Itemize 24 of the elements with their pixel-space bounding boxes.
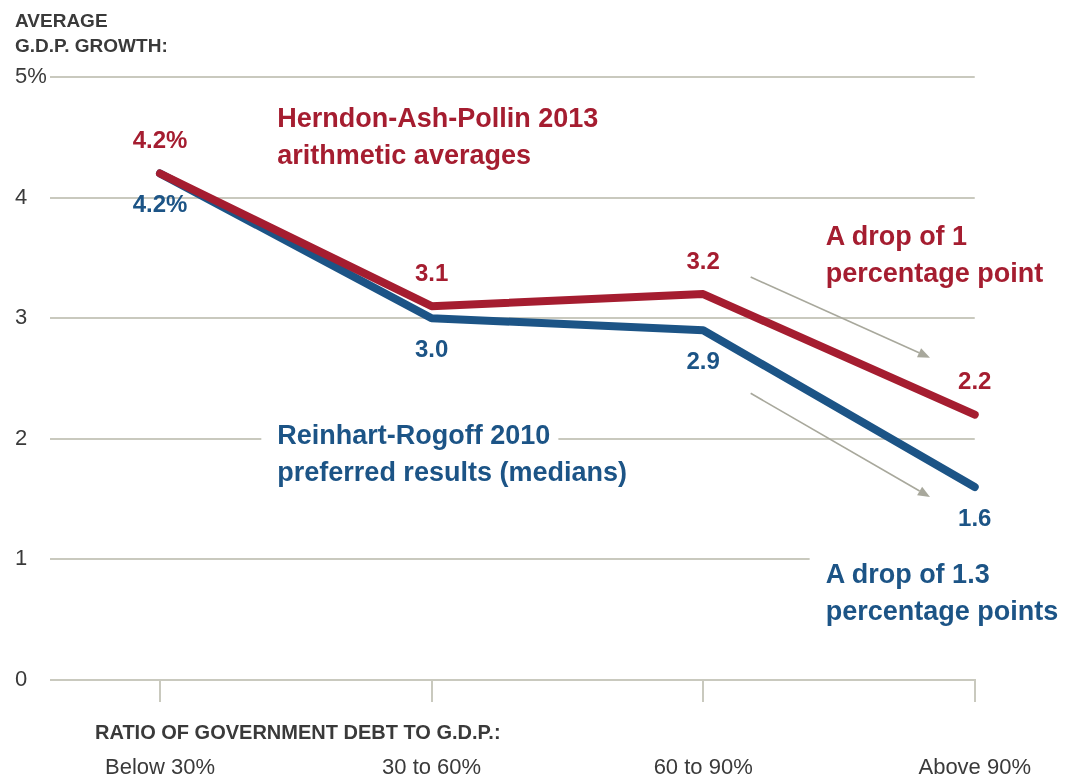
- data-label: 4.2%: [132, 126, 188, 154]
- data-label: 2.9: [686, 346, 720, 374]
- data-label: 3.0: [414, 334, 449, 362]
- y-tick-label: 2: [15, 424, 28, 450]
- data-label: 4.2%: [132, 190, 188, 218]
- y-tick-label: 1: [15, 545, 28, 571]
- text: Reinhart-Rogoff 2010 preferred results (medians): [277, 420, 627, 488]
- x-tick-label: 30 to 60%: [382, 754, 482, 780]
- annotation: A drop of 1.3 percentage points: [825, 558, 1059, 626]
- data-label: 3.1: [414, 258, 449, 286]
- y-tick-label: 5%: [15, 63, 47, 89]
- y-tick-label: 3: [15, 304, 28, 330]
- x-tick-label: Below 30%: [104, 754, 216, 780]
- x-axis-title: RATIO OF GOVERNMENT DEBT TO G.D.P.:: [95, 720, 501, 743]
- data-label: 2.2: [958, 367, 992, 395]
- x-tick-label: 60 to 90%: [653, 754, 753, 780]
- x-tick-label: Above 90%: [918, 754, 1031, 780]
- y-tick-label: 0: [15, 666, 28, 692]
- y-tick-label: 4: [15, 183, 28, 209]
- data-label: 1.6: [958, 503, 992, 531]
- text: Herndon-Ash-Pollin 2013 arithmetic averages: [277, 103, 599, 171]
- data-label: 3.2: [686, 246, 720, 274]
- y-axis-title: AVERAGE G.D.P. GROWTH:: [15, 10, 168, 57]
- annotation: A drop of 1 percentage point: [825, 221, 1044, 289]
